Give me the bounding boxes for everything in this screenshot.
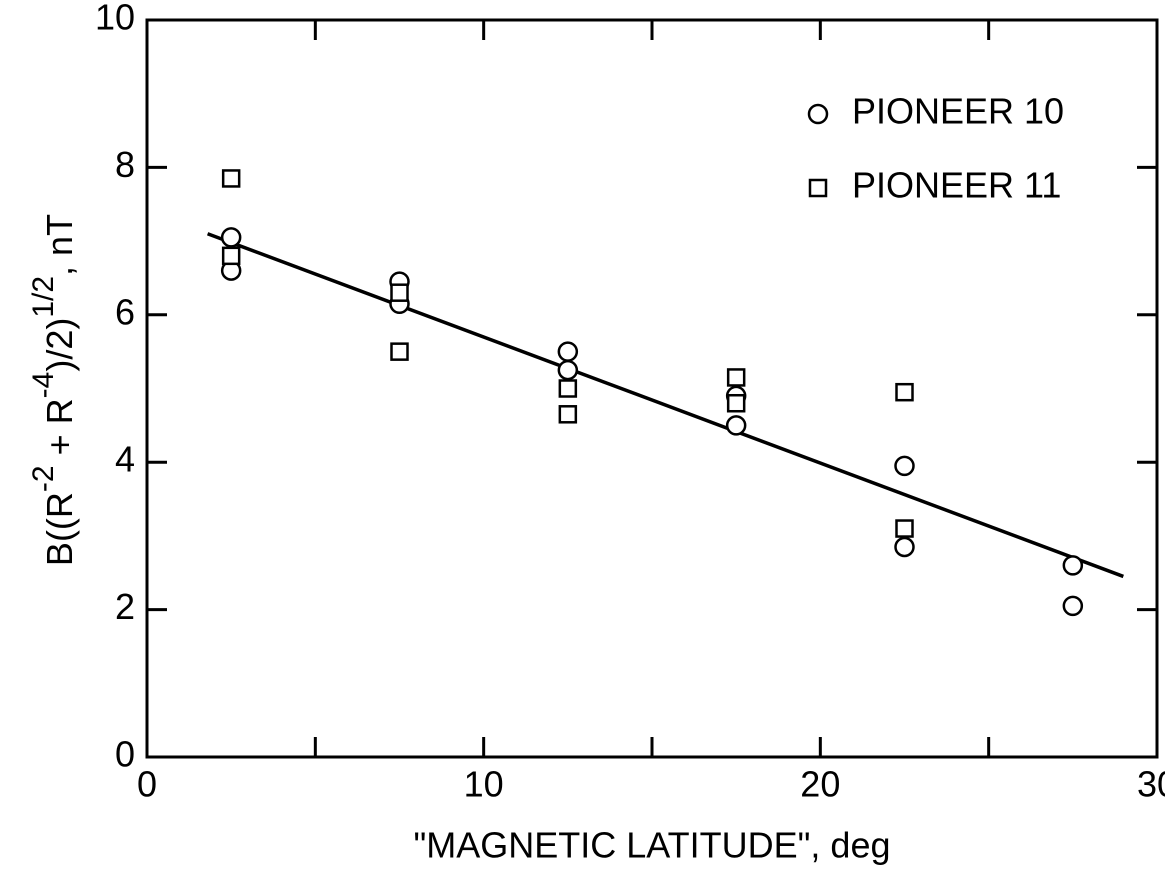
data-point <box>558 405 578 424</box>
data-point <box>558 379 578 398</box>
y-axis-label-part: , nT <box>39 214 80 276</box>
fit-line <box>206 232 1124 579</box>
data-point <box>221 169 241 188</box>
y-axis-label-part: -4 <box>27 372 60 399</box>
y-tick-label: 0 <box>115 734 135 775</box>
data-point <box>390 283 409 302</box>
data-point <box>220 227 242 248</box>
x-tick-label: 10 <box>464 764 504 805</box>
y-axis-label-part: -2 <box>27 465 60 492</box>
x-tick-label: 30 <box>1137 764 1165 805</box>
y-axis-label: B((R-2 + R-4)/2)1/2, nT <box>27 214 79 566</box>
y-tick-label: 10 <box>95 0 135 38</box>
y-axis-label-part: )/2) <box>39 318 80 372</box>
data-point <box>726 393 746 413</box>
legend-marker <box>807 103 829 125</box>
y-tick-label: 4 <box>115 439 135 480</box>
data-point <box>726 368 746 387</box>
legend-marker <box>808 178 828 198</box>
data-point <box>894 536 915 558</box>
data-point <box>1062 595 1084 617</box>
x-axis-label: "MAGNETIC LATITUDE", deg <box>414 825 891 866</box>
data-point <box>1062 555 1084 576</box>
data-point <box>390 342 409 361</box>
data-point <box>895 519 914 538</box>
legend-label: PIONEER 10 <box>852 91 1064 132</box>
x-tick-label: 0 <box>137 764 157 805</box>
data-point <box>221 246 241 266</box>
y-tick-label: 6 <box>115 291 135 332</box>
y-tick-label: 8 <box>115 144 135 185</box>
legend-label: PIONEER 11 <box>852 165 1061 206</box>
y-axis-label-part: + R <box>39 398 80 465</box>
y-axis-label-part: 1/2 <box>27 276 60 318</box>
data-point <box>725 415 747 436</box>
data-point <box>557 359 579 381</box>
data-point <box>895 382 914 402</box>
y-axis-label-part: B((R <box>39 492 80 566</box>
y-tick-label: 2 <box>115 586 135 627</box>
x-tick-label: 20 <box>800 764 840 805</box>
data-point <box>894 455 915 477</box>
data-point <box>557 341 579 362</box>
